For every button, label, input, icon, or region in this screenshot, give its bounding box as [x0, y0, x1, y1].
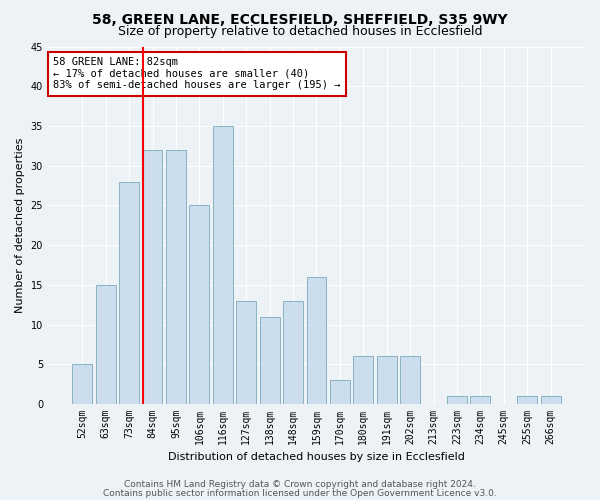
Bar — [470, 396, 490, 404]
Bar — [400, 356, 420, 404]
Bar — [283, 301, 303, 404]
Bar — [377, 356, 397, 404]
X-axis label: Distribution of detached houses by size in Ecclesfield: Distribution of detached houses by size … — [168, 452, 465, 462]
Bar — [73, 364, 92, 404]
Bar — [190, 206, 209, 404]
Text: Size of property relative to detached houses in Ecclesfield: Size of property relative to detached ho… — [118, 25, 482, 38]
Y-axis label: Number of detached properties: Number of detached properties — [15, 138, 25, 313]
Bar — [517, 396, 537, 404]
Bar — [213, 126, 233, 404]
Bar — [166, 150, 186, 404]
Bar — [260, 316, 280, 404]
Text: 58 GREEN LANE: 82sqm
← 17% of detached houses are smaller (40)
83% of semi-detac: 58 GREEN LANE: 82sqm ← 17% of detached h… — [53, 57, 341, 90]
Bar — [541, 396, 560, 404]
Bar — [119, 182, 139, 404]
Bar — [143, 150, 163, 404]
Bar — [96, 285, 116, 404]
Bar — [447, 396, 467, 404]
Bar — [353, 356, 373, 404]
Bar — [236, 301, 256, 404]
Text: Contains public sector information licensed under the Open Government Licence v3: Contains public sector information licen… — [103, 488, 497, 498]
Text: 58, GREEN LANE, ECCLESFIELD, SHEFFIELD, S35 9WY: 58, GREEN LANE, ECCLESFIELD, SHEFFIELD, … — [92, 12, 508, 26]
Bar — [307, 277, 326, 404]
Text: Contains HM Land Registry data © Crown copyright and database right 2024.: Contains HM Land Registry data © Crown c… — [124, 480, 476, 489]
Bar — [330, 380, 350, 404]
